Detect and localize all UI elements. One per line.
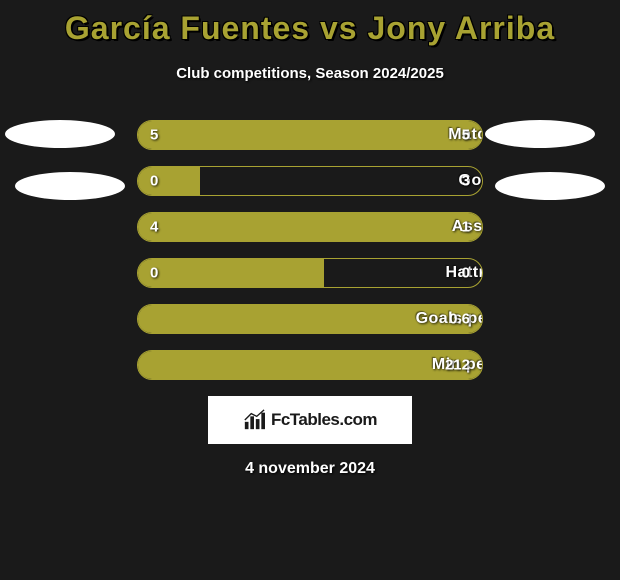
- stat-bar-right: [310, 121, 482, 149]
- player-ellipse-left-2: [15, 172, 125, 200]
- stat-label: Goals: [310, 172, 483, 190]
- stat-bar-left: [138, 305, 482, 333]
- comparison-card: García Fuentes vs Jony Arriba Club compe…: [0, 0, 620, 488]
- stat-bar-left: [138, 213, 399, 241]
- player-ellipse-right-1: [485, 120, 595, 148]
- footer-date: 4 november 2024: [0, 460, 620, 478]
- stat-row: 0 Goals 3: [137, 166, 483, 196]
- stat-label: Hattricks: [310, 264, 483, 282]
- stat-row: 5 Matches 5: [137, 120, 483, 150]
- stats-area: 5 Matches 5 0 Goals 3 4 Assists 1 0 Hatt…: [0, 120, 620, 478]
- stat-row: Goals per match 0.6: [137, 304, 483, 334]
- player-ellipse-left-1: [5, 120, 115, 148]
- page-subtitle: Club competitions, Season 2024/2025: [0, 65, 620, 82]
- brand-box[interactable]: FcTables.com: [208, 396, 412, 444]
- stat-row: 0 Hattricks 0: [137, 258, 483, 288]
- stat-row: Min per goal 212: [137, 350, 483, 380]
- stat-value-right: 0: [462, 265, 470, 282]
- page-title: García Fuentes vs Jony Arriba: [0, 10, 620, 47]
- brand-text: FcTables.com: [271, 410, 377, 430]
- player-ellipse-right-2: [495, 172, 605, 200]
- stat-value-right: 3: [462, 173, 470, 190]
- stat-bar-right: [399, 213, 482, 241]
- stat-row: 4 Assists 1: [137, 212, 483, 242]
- stat-bar-left: [138, 167, 200, 195]
- stat-bar-left: [138, 259, 324, 287]
- bar-chart-icon: [243, 409, 265, 431]
- stat-bar-left: [138, 351, 482, 379]
- stat-bar-left: [138, 121, 310, 149]
